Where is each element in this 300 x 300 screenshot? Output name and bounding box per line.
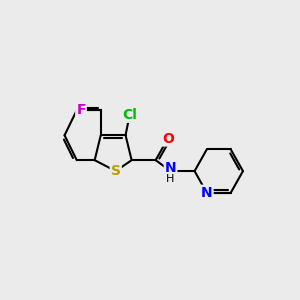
Text: H: H	[167, 174, 175, 184]
Text: N: N	[165, 161, 176, 175]
Text: N: N	[201, 186, 213, 200]
Text: Cl: Cl	[122, 108, 137, 122]
Text: F: F	[76, 103, 86, 117]
Text: O: O	[162, 131, 174, 146]
Text: S: S	[111, 164, 121, 178]
